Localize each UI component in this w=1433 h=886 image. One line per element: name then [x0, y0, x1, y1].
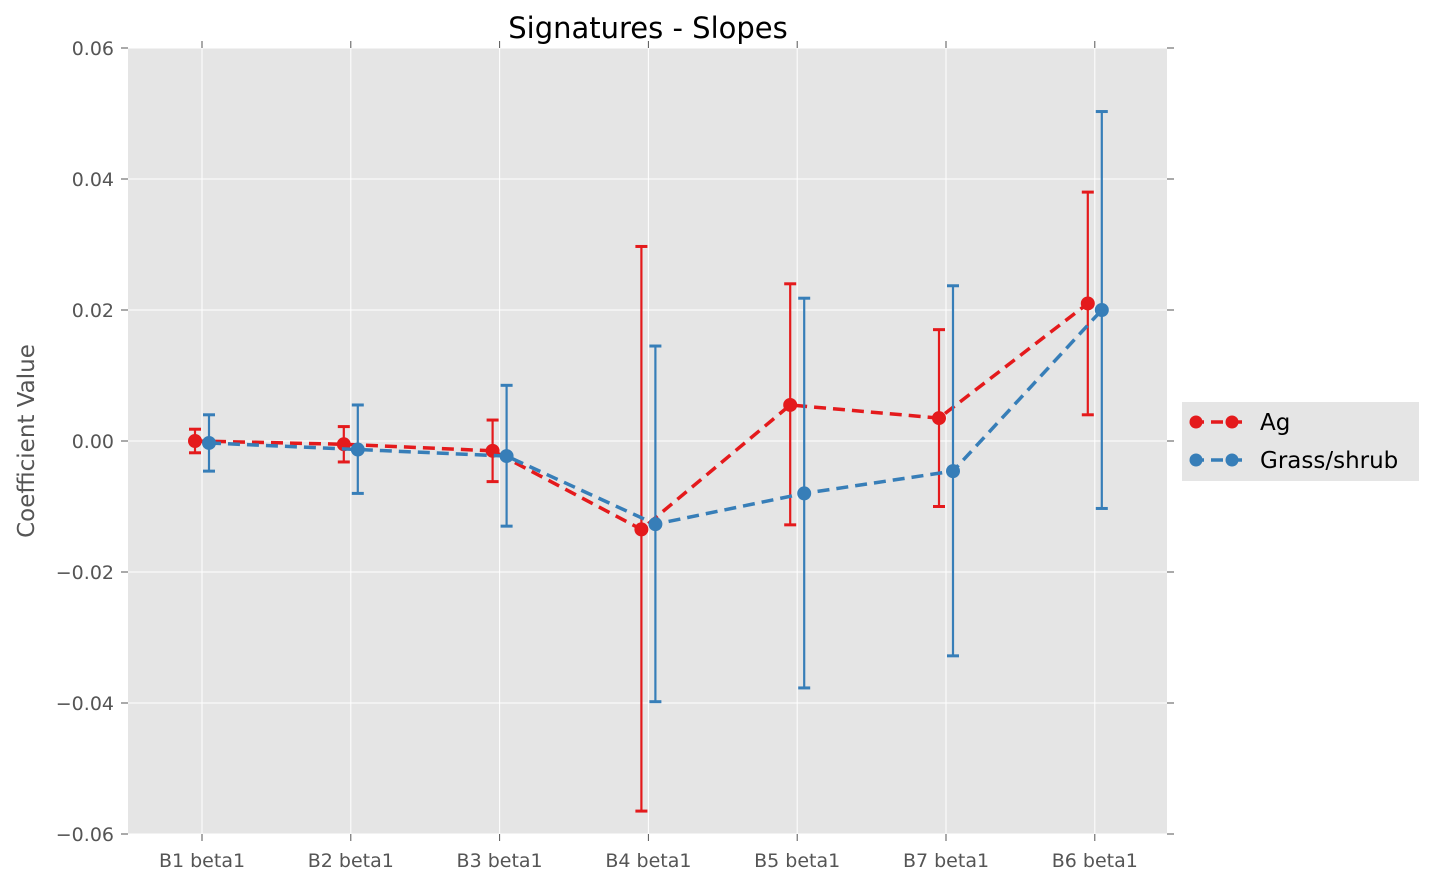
series — [188, 110, 1109, 813]
y-tick-label: 0.00 — [72, 431, 114, 453]
x-tick-label: B1 beta1 — [159, 850, 245, 872]
y-axis-label: Coefficient Value — [14, 344, 40, 538]
legend-marker — [1225, 453, 1239, 467]
y-tick-label: 0.02 — [72, 300, 114, 322]
data-point — [648, 517, 663, 532]
data-point — [1094, 303, 1109, 317]
x-tick-label: B3 beta1 — [457, 850, 543, 872]
y-tick-label: −0.04 — [56, 693, 114, 715]
grid — [128, 47, 1167, 835]
data-point — [1080, 296, 1095, 311]
legend: Ag Grass/shrub — [1182, 402, 1419, 481]
legend-box — [1182, 402, 1419, 481]
series-1 — [202, 110, 1109, 704]
y-tick-label: 0.06 — [72, 38, 114, 60]
data-point — [499, 449, 514, 464]
y-tick-label: 0.04 — [72, 169, 114, 191]
legend-marker — [1189, 453, 1203, 467]
x-tick-label: B4 beta1 — [605, 850, 691, 872]
legend-label: Grass/shrub — [1260, 448, 1398, 474]
data-point — [188, 434, 202, 448]
data-point — [783, 397, 798, 412]
data-point — [634, 522, 649, 537]
data-point — [932, 411, 946, 426]
x-tick-label: B2 beta1 — [308, 850, 394, 872]
legend-marker — [1225, 415, 1239, 429]
data-point — [350, 442, 365, 457]
y-tick-label: −0.02 — [56, 562, 114, 584]
y-tick-label: −0.06 — [56, 824, 114, 846]
x-tick-label: B5 beta1 — [754, 850, 840, 872]
legend-label: Ag — [1260, 410, 1290, 436]
x-tick-label: B6 beta1 — [1052, 850, 1138, 872]
series-0 — [188, 190, 1095, 813]
legend-marker — [1189, 415, 1203, 429]
data-point — [202, 435, 216, 450]
data-point — [946, 464, 960, 479]
x-tick-label: B7 beta1 — [903, 850, 989, 872]
data-point — [797, 486, 812, 501]
chart-title: Signatures - Slopes — [508, 11, 787, 45]
axes: 0.06 0.04 0.02 0.00 −0.02 −0.04 −0.06 B1 beta1 B… — [56, 38, 1174, 872]
